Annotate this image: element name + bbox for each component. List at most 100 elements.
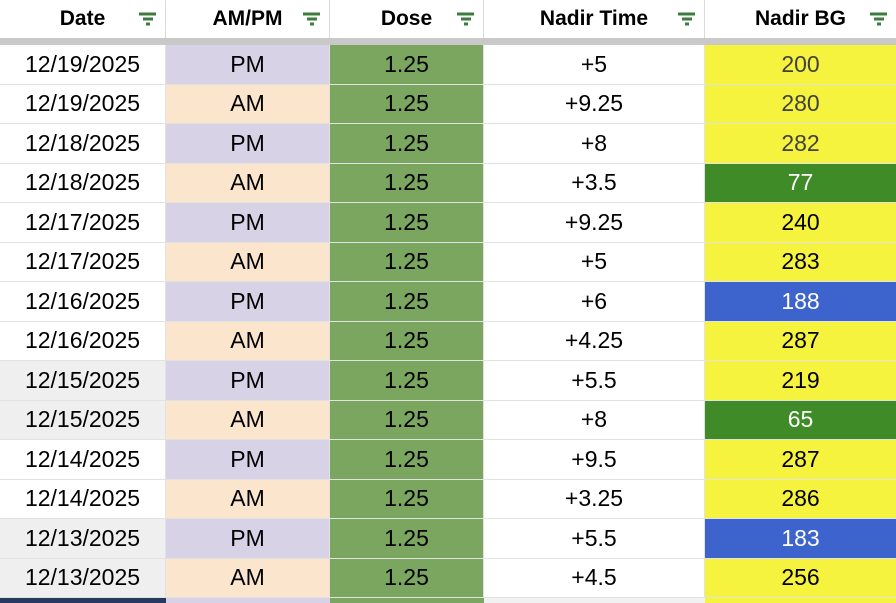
header-row: Date AM/PM Dose Nadir Time Nadir BG <box>0 0 896 38</box>
cell-dose[interactable]: 1.25 <box>330 321 484 361</box>
table-row: 12/14/2025 PM 1.25 +9.5 287 <box>0 440 896 480</box>
cell-nadir-bg[interactable]: 256 <box>705 558 896 598</box>
cell-nadir-time[interactable]: +5 <box>484 45 705 85</box>
table-row: 12/17/2025 PM 1.25 +9.25 240 <box>0 203 896 243</box>
cell-dose[interactable]: 1.25 <box>330 124 484 164</box>
cell-date[interactable]: 12/17/2025 <box>0 203 166 243</box>
cell-nadir-bg[interactable]: 77 <box>705 163 896 203</box>
cell-ampm[interactable]: PM <box>166 282 330 322</box>
cell-date[interactable]: 12/19/2025 <box>0 45 166 85</box>
cell-nadir-bg[interactable]: 183 <box>705 519 896 559</box>
cell-ampm[interactable]: AM <box>166 242 330 282</box>
cell-nadir-time[interactable]: +8 <box>484 124 705 164</box>
column-header-dose[interactable]: Dose <box>330 0 484 38</box>
partial-next-row <box>0 598 896 603</box>
cell-nadir-time[interactable]: +9.25 <box>484 84 705 124</box>
filter-icon[interactable] <box>139 12 156 26</box>
cell-date[interactable]: 12/13/2025 <box>0 519 166 559</box>
table-row: 12/14/2025 AM 1.25 +3.25 286 <box>0 479 896 519</box>
cell-ampm[interactable]: AM <box>166 558 330 598</box>
cell-date[interactable]: 12/18/2025 <box>0 163 166 203</box>
cell-nadir-bg[interactable]: 283 <box>705 242 896 282</box>
table-row: 12/13/2025 PM 1.25 +5.5 183 <box>0 519 896 559</box>
table-row: 12/15/2025 AM 1.25 +8 65 <box>0 400 896 440</box>
cell-date[interactable]: 12/15/2025 <box>0 400 166 440</box>
cell-ampm[interactable]: PM <box>166 440 330 480</box>
cell-date[interactable]: 12/13/2025 <box>0 558 166 598</box>
column-header-nadir-bg[interactable]: Nadir BG <box>705 0 896 38</box>
table-row: 12/16/2025 AM 1.25 +4.25 287 <box>0 321 896 361</box>
cell-ampm[interactable]: PM <box>166 519 330 559</box>
cell-ampm[interactable]: AM <box>166 84 330 124</box>
column-header-nadir-time[interactable]: Nadir Time <box>484 0 705 38</box>
cell-nadir-bg[interactable]: 286 <box>705 479 896 519</box>
cell-nadir-time[interactable]: +4.25 <box>484 321 705 361</box>
cell-nadir-bg[interactable]: 287 <box>705 440 896 480</box>
cell-nadir-bg[interactable]: 240 <box>705 203 896 243</box>
cell-ampm[interactable]: PM <box>166 203 330 243</box>
table-row: 12/16/2025 PM 1.25 +6 188 <box>0 282 896 322</box>
cell-dose[interactable]: 1.25 <box>330 440 484 480</box>
cell-date[interactable]: 12/16/2025 <box>0 282 166 322</box>
cell-dose[interactable]: 1.25 <box>330 203 484 243</box>
cell-date[interactable]: 12/17/2025 <box>0 242 166 282</box>
cell-nadir-bg[interactable]: 287 <box>705 321 896 361</box>
cell-dose[interactable]: 1.25 <box>330 45 484 85</box>
partial-cell <box>484 598 705 603</box>
cell-nadir-time[interactable]: +3.5 <box>484 163 705 203</box>
cell-dose[interactable]: 1.25 <box>330 242 484 282</box>
cell-ampm[interactable]: AM <box>166 479 330 519</box>
column-header-ampm[interactable]: AM/PM <box>166 0 330 38</box>
table-body: 12/19/2025 PM 1.25 +5 200 12/19/2025 AM 1.25 +9.… <box>0 45 896 598</box>
cell-dose[interactable]: 1.25 <box>330 163 484 203</box>
cell-dose[interactable]: 1.25 <box>330 84 484 124</box>
cell-dose[interactable]: 1.25 <box>330 282 484 322</box>
table-row: 12/19/2025 AM 1.25 +9.25 280 <box>0 84 896 124</box>
cell-date[interactable]: 12/16/2025 <box>0 321 166 361</box>
table-row: 12/15/2025 PM 1.25 +5.5 219 <box>0 361 896 401</box>
cell-dose[interactable]: 1.25 <box>330 558 484 598</box>
partial-cell <box>705 598 896 603</box>
cell-date[interactable]: 12/14/2025 <box>0 440 166 480</box>
cell-ampm[interactable]: AM <box>166 321 330 361</box>
cell-nadir-time[interactable]: +9.25 <box>484 203 705 243</box>
cell-nadir-time[interactable]: +3.25 <box>484 479 705 519</box>
cell-nadir-bg[interactable]: 219 <box>705 361 896 401</box>
column-header-label: AM/PM <box>212 7 283 30</box>
filter-icon[interactable] <box>303 12 320 26</box>
cell-ampm[interactable]: PM <box>166 45 330 85</box>
cell-nadir-time[interactable]: +8 <box>484 400 705 440</box>
cell-nadir-time[interactable]: +6 <box>484 282 705 322</box>
column-header-label: Dose <box>380 7 433 30</box>
cell-nadir-bg[interactable]: 280 <box>705 84 896 124</box>
cell-nadir-bg[interactable]: 65 <box>705 400 896 440</box>
cell-nadir-time[interactable]: +9.5 <box>484 440 705 480</box>
cell-nadir-bg[interactable]: 282 <box>705 124 896 164</box>
cell-ampm[interactable]: PM <box>166 124 330 164</box>
cell-dose[interactable]: 1.25 <box>330 400 484 440</box>
column-header-label: Nadir BG <box>754 7 846 30</box>
cell-nadir-bg[interactable]: 200 <box>705 45 896 85</box>
cell-date[interactable]: 12/18/2025 <box>0 124 166 164</box>
cell-dose[interactable]: 1.25 <box>330 519 484 559</box>
table-row: 12/18/2025 PM 1.25 +8 282 <box>0 124 896 164</box>
cell-nadir-bg[interactable]: 188 <box>705 282 896 322</box>
column-header-date[interactable]: Date <box>0 0 166 38</box>
cell-dose[interactable]: 1.25 <box>330 361 484 401</box>
column-header-label: Nadir Time <box>539 7 649 30</box>
cell-nadir-time[interactable]: +5 <box>484 242 705 282</box>
filter-icon[interactable] <box>870 12 887 26</box>
cell-ampm[interactable]: PM <box>166 361 330 401</box>
cell-ampm[interactable]: AM <box>166 163 330 203</box>
cell-nadir-time[interactable]: +5.5 <box>484 519 705 559</box>
table-row: 12/18/2025 AM 1.25 +3.5 77 <box>0 163 896 203</box>
filter-icon[interactable] <box>678 12 695 26</box>
cell-dose[interactable]: 1.25 <box>330 479 484 519</box>
cell-nadir-time[interactable]: +5.5 <box>484 361 705 401</box>
cell-date[interactable]: 12/15/2025 <box>0 361 166 401</box>
cell-nadir-time[interactable]: +4.5 <box>484 558 705 598</box>
cell-date[interactable]: 12/19/2025 <box>0 84 166 124</box>
cell-ampm[interactable]: AM <box>166 400 330 440</box>
filter-icon[interactable] <box>457 12 474 26</box>
cell-date[interactable]: 12/14/2025 <box>0 479 166 519</box>
